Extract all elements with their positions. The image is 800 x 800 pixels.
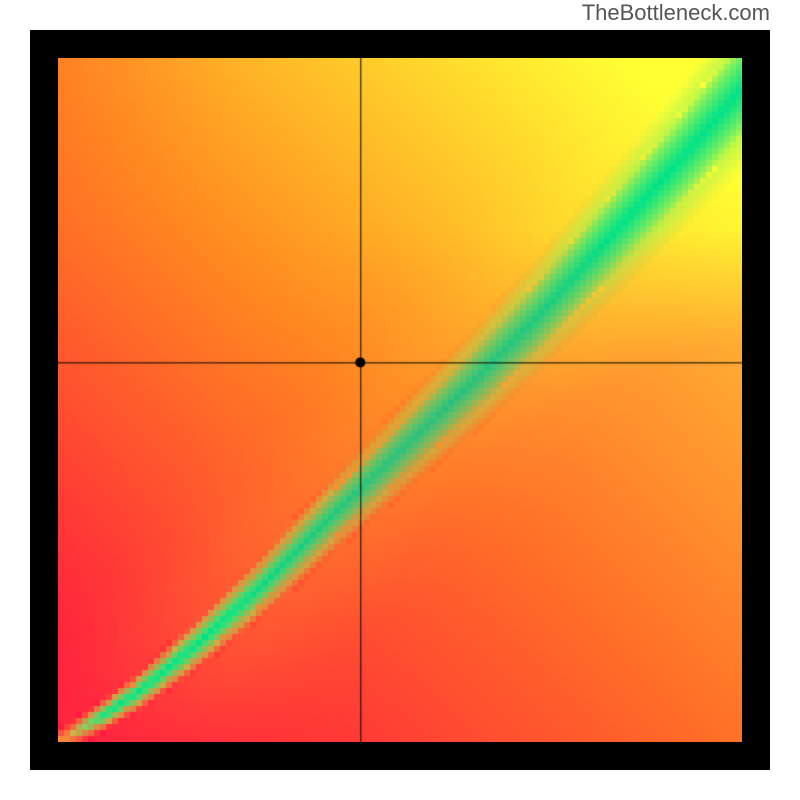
- watermark-text: TheBottleneck.com: [582, 0, 770, 26]
- heatmap-canvas: [58, 58, 742, 742]
- chart-container: TheBottleneck.com: [0, 0, 800, 800]
- plot-frame: [30, 30, 770, 770]
